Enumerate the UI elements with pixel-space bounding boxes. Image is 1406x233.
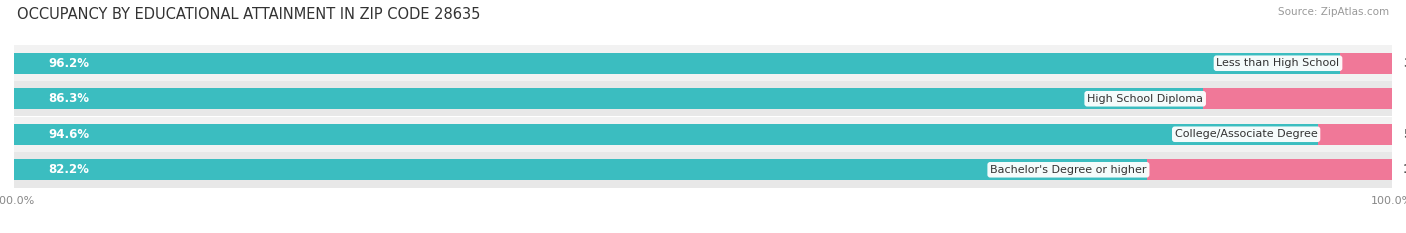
Bar — [14, 152, 1392, 188]
Text: High School Diploma: High School Diploma — [1087, 94, 1204, 104]
Text: Source: ZipAtlas.com: Source: ZipAtlas.com — [1278, 7, 1389, 17]
Text: 86.3%: 86.3% — [48, 92, 90, 105]
Text: 3.8%: 3.8% — [1403, 57, 1406, 70]
Bar — [1147, 159, 1392, 180]
Bar — [14, 159, 1147, 180]
Text: Bachelor's Degree or higher: Bachelor's Degree or higher — [990, 165, 1147, 175]
Bar — [1340, 53, 1392, 74]
Bar — [14, 45, 1392, 81]
Text: Less than High School: Less than High School — [1216, 58, 1340, 68]
Text: OCCUPANCY BY EDUCATIONAL ATTAINMENT IN ZIP CODE 28635: OCCUPANCY BY EDUCATIONAL ATTAINMENT IN Z… — [17, 7, 481, 22]
Bar — [1317, 124, 1392, 144]
Bar — [14, 89, 1204, 109]
Text: 82.2%: 82.2% — [48, 163, 90, 176]
Bar — [14, 53, 1340, 74]
Bar — [1204, 89, 1393, 109]
Bar — [14, 124, 1317, 144]
Text: 96.2%: 96.2% — [48, 57, 90, 70]
Text: College/Associate Degree: College/Associate Degree — [1175, 129, 1317, 139]
Text: 13.8%: 13.8% — [1405, 92, 1406, 105]
Text: 94.6%: 94.6% — [48, 128, 90, 141]
Bar — [14, 81, 1392, 116]
Text: 17.8%: 17.8% — [1403, 163, 1406, 176]
Text: 5.4%: 5.4% — [1403, 128, 1406, 141]
Bar — [14, 116, 1392, 152]
